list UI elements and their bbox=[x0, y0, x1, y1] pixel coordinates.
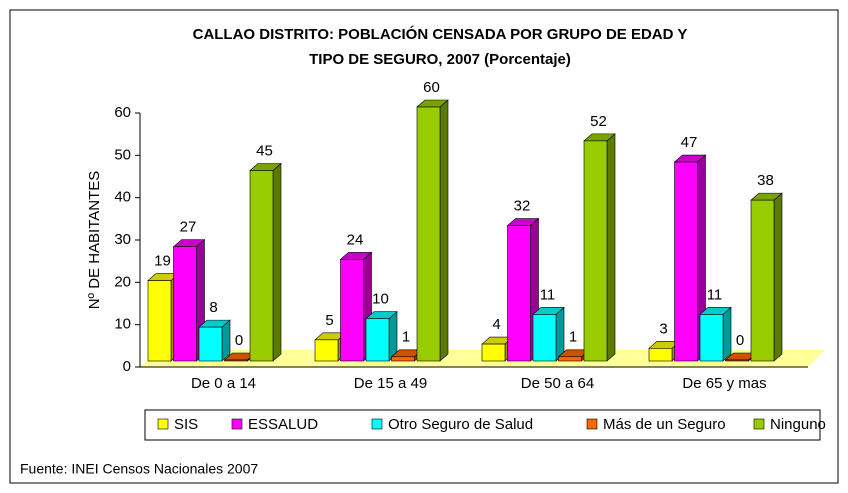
bar bbox=[416, 106, 441, 362]
y-tick-label: 50 bbox=[114, 146, 131, 163]
chart-title: CALLAO DISTRITO: POBLACIÓN CENSADA POR G… bbox=[193, 25, 688, 43]
bar bbox=[674, 161, 698, 362]
data-label: 0 bbox=[736, 332, 744, 349]
legend-label: SIS bbox=[174, 416, 198, 433]
x-tick-label: De 15 a 49 bbox=[354, 375, 427, 392]
bar bbox=[750, 199, 775, 362]
y-tick-label: 30 bbox=[114, 231, 131, 248]
data-label: 32 bbox=[514, 198, 531, 215]
data-label: 0 bbox=[235, 332, 243, 349]
y-tick-label: 40 bbox=[114, 189, 131, 206]
legend-label: Ninguno bbox=[770, 416, 826, 433]
legend-label: Otro Seguro de Salud bbox=[388, 416, 533, 433]
bar-side bbox=[439, 99, 449, 362]
data-label: 45 bbox=[256, 142, 273, 159]
bar bbox=[583, 140, 608, 362]
bar bbox=[558, 356, 582, 362]
bar-side bbox=[606, 133, 616, 362]
source: Fuente: INEI Censos Nacionales 2007 bbox=[20, 461, 258, 477]
y-tick-label: 0 bbox=[123, 358, 131, 375]
y-axis-label: Nº DE HABITANTES bbox=[86, 171, 103, 310]
y-tick-label: 60 bbox=[114, 104, 131, 121]
data-label: 52 bbox=[590, 113, 607, 130]
legend-swatch bbox=[753, 418, 765, 430]
bar bbox=[507, 225, 531, 362]
legend-label: Más de un Seguro bbox=[603, 416, 726, 433]
data-label: 4 bbox=[492, 316, 500, 333]
bar bbox=[365, 318, 390, 362]
bar bbox=[224, 359, 248, 362]
data-label: 19 bbox=[154, 253, 171, 270]
bar bbox=[340, 259, 364, 362]
bar bbox=[314, 339, 339, 362]
legend-swatch bbox=[371, 418, 383, 430]
y-tick-label: 20 bbox=[114, 273, 131, 290]
y-tick-label: 10 bbox=[114, 316, 131, 333]
data-label: 8 bbox=[209, 299, 217, 316]
data-label: 11 bbox=[707, 286, 723, 303]
data-label: 60 bbox=[423, 79, 440, 96]
data-label: 1 bbox=[569, 329, 577, 346]
bar bbox=[699, 314, 724, 362]
data-label: 27 bbox=[180, 219, 197, 236]
x-tick-label: De 50 a 64 bbox=[521, 375, 594, 392]
data-label: 47 bbox=[681, 134, 698, 151]
bar bbox=[173, 246, 197, 362]
bar-side bbox=[722, 306, 732, 362]
data-label: 1 bbox=[402, 329, 410, 346]
bar bbox=[481, 343, 506, 362]
bar bbox=[147, 280, 172, 362]
x-tick-label: De 0 a 14 bbox=[191, 375, 256, 392]
data-label: 3 bbox=[659, 320, 667, 337]
bar-side bbox=[773, 192, 783, 362]
legend bbox=[144, 409, 821, 441]
x-tick-label: De 65 y mas bbox=[682, 375, 766, 392]
legend-swatch bbox=[586, 418, 598, 430]
bar bbox=[391, 356, 415, 362]
data-label: 5 bbox=[325, 312, 333, 329]
data-label: 38 bbox=[757, 172, 774, 189]
bar-side bbox=[272, 162, 282, 362]
bar bbox=[532, 314, 557, 362]
legend-swatch bbox=[231, 418, 243, 430]
chart-title: TIPO DE SEGURO, 2007 (Porcentaje) bbox=[309, 51, 571, 68]
bar bbox=[648, 347, 673, 362]
bar bbox=[725, 359, 749, 362]
bar bbox=[249, 170, 274, 362]
data-label: 10 bbox=[372, 291, 389, 308]
data-label: 11 bbox=[540, 286, 556, 303]
bar bbox=[198, 326, 223, 362]
legend-swatch bbox=[157, 418, 169, 430]
legend-label: ESSALUD bbox=[248, 416, 318, 433]
data-label: 24 bbox=[347, 231, 364, 248]
